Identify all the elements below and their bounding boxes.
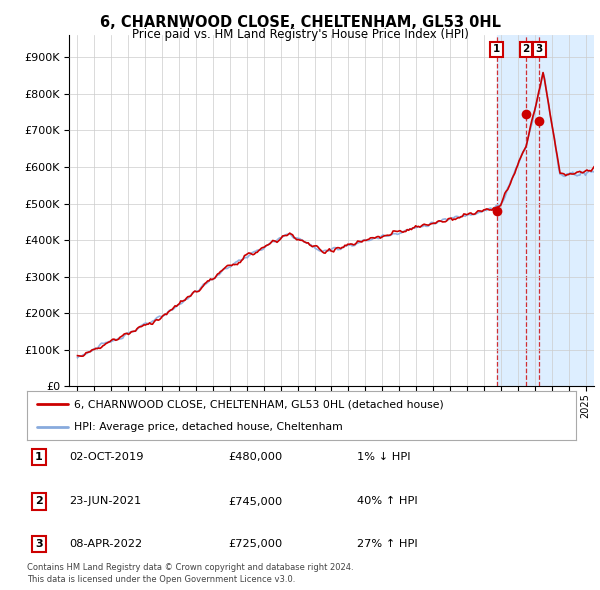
Text: 2: 2 (522, 44, 529, 54)
Text: 23-JUN-2021: 23-JUN-2021 (69, 497, 141, 506)
Text: £480,000: £480,000 (228, 453, 282, 462)
Text: 1: 1 (493, 44, 500, 54)
Text: Price paid vs. HM Land Registry's House Price Index (HPI): Price paid vs. HM Land Registry's House … (131, 28, 469, 41)
Text: 02-OCT-2019: 02-OCT-2019 (69, 453, 143, 462)
Text: 3: 3 (536, 44, 543, 54)
Text: 27% ↑ HPI: 27% ↑ HPI (357, 539, 418, 549)
Bar (497, 35, 594, 386)
Text: 1: 1 (35, 453, 43, 462)
Text: Contains HM Land Registry data © Crown copyright and database right 2024.
This d: Contains HM Land Registry data © Crown c… (27, 563, 353, 584)
Text: 2: 2 (35, 497, 43, 506)
Text: 40% ↑ HPI: 40% ↑ HPI (357, 497, 418, 506)
Text: 1% ↓ HPI: 1% ↓ HPI (357, 453, 410, 462)
Text: 6, CHARNWOOD CLOSE, CHELTENHAM, GL53 0HL: 6, CHARNWOOD CLOSE, CHELTENHAM, GL53 0HL (100, 15, 500, 30)
Text: 3: 3 (35, 539, 43, 549)
Text: £725,000: £725,000 (228, 539, 282, 549)
Text: 6, CHARNWOOD CLOSE, CHELTENHAM, GL53 0HL (detached house): 6, CHARNWOOD CLOSE, CHELTENHAM, GL53 0HL… (74, 399, 443, 409)
Text: HPI: Average price, detached house, Cheltenham: HPI: Average price, detached house, Chel… (74, 422, 343, 432)
Text: 08-APR-2022: 08-APR-2022 (69, 539, 142, 549)
Text: £745,000: £745,000 (228, 497, 282, 506)
